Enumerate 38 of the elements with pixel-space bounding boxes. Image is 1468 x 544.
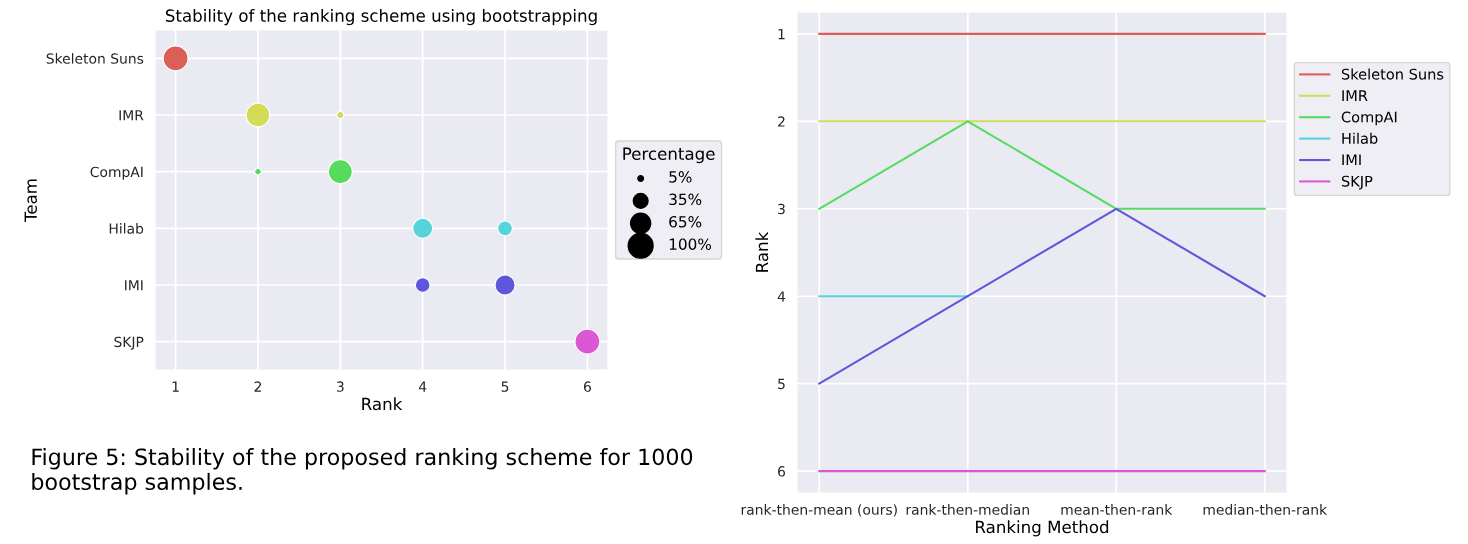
y-tick-label: 2 xyxy=(778,116,785,127)
y-tick-label: 6 xyxy=(778,466,786,477)
legend-label: 5% xyxy=(669,171,692,183)
y-tick-label: 4 xyxy=(777,291,786,302)
y-tick-label: Skeleton Suns xyxy=(46,53,144,64)
x-tick-label: 1 xyxy=(172,381,179,392)
y-axis-title: Team xyxy=(24,179,37,223)
x-axis-title: Ranking Method xyxy=(976,520,1109,537)
x-axis-title: Rank xyxy=(362,397,403,411)
y-tick-label: CompAI xyxy=(90,166,143,180)
x-tick-label: median-then-rank xyxy=(1203,504,1328,515)
legend-title: Percentage xyxy=(623,147,715,164)
legend-label: SKJP xyxy=(1341,175,1373,190)
x-tick-label: mean-then-rank xyxy=(1061,504,1173,515)
legend-label: 35% xyxy=(669,193,702,206)
y-tick-label: 1 xyxy=(778,29,785,40)
legend-label: IMI xyxy=(1342,154,1361,166)
y-tick-label: Hilab xyxy=(109,223,144,234)
chart-title: Stability of the ranking scheme using bootstrapping xyxy=(165,9,597,26)
x-tick-label: 3 xyxy=(336,381,344,392)
legend-label: 65% xyxy=(669,215,702,228)
y-tick-label: IMR xyxy=(119,110,144,121)
legend-label: CompAI xyxy=(1341,111,1397,126)
x-tick-label: rank-then-mean (ours) xyxy=(741,504,897,517)
legend-label: IMR xyxy=(1342,90,1368,101)
x-tick-label: 5 xyxy=(501,381,509,392)
y-tick-label: IMI xyxy=(125,280,143,291)
x-tick-label: rank-then-median xyxy=(906,504,1029,515)
x-tick-label: 4 xyxy=(418,381,427,392)
y-axis-title: Rank xyxy=(755,231,769,272)
legend-label: 100% xyxy=(669,238,712,250)
y-tick-label: SKJP xyxy=(114,336,144,350)
x-tick-label: 6 xyxy=(583,381,591,392)
caption: Figure 5: Stability of the proposed ranking scheme for 1000 bootstrap samples. xyxy=(32,448,693,495)
x-tick-label: 2 xyxy=(254,381,261,392)
legend-label: Hilab xyxy=(1342,132,1378,144)
y-tick-label: 3 xyxy=(778,203,785,215)
legend-label: Skeleton Suns xyxy=(1341,68,1444,80)
